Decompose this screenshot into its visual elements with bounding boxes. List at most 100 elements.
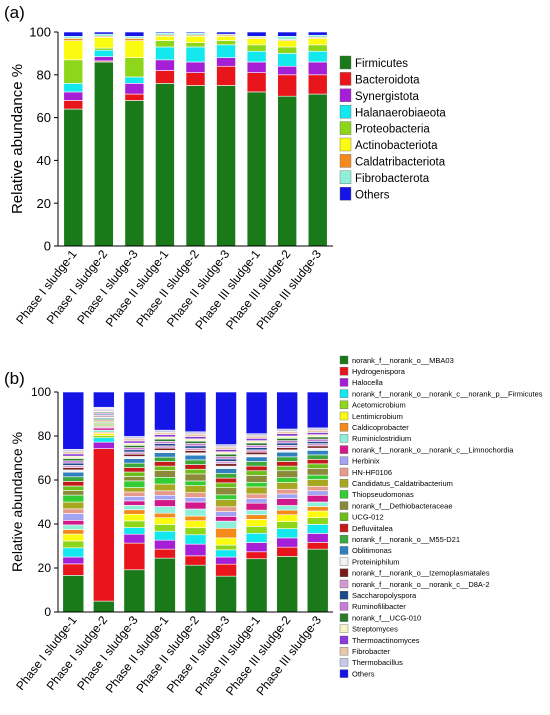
legend-label: Fibrobacterota	[355, 173, 430, 185]
bar-segment	[306, 427, 329, 431]
bar-segment	[245, 465, 268, 472]
legend-label: Ruminiclostridium	[352, 434, 411, 443]
bar-segment	[62, 556, 85, 565]
bar-segment	[276, 465, 298, 472]
legend-label: norank_f__norank_o__MBA03	[352, 356, 454, 365]
legend-label: norank_f__Dethiobacteraceae	[352, 501, 453, 510]
bar-segment	[215, 468, 237, 474]
bar-segment	[123, 453, 146, 457]
y-tick-label: 100	[31, 385, 51, 399]
bar-segment	[306, 450, 329, 456]
legend-label: norank_f__norank_o__norank_c__Limnochord…	[352, 445, 514, 454]
bar-segment	[184, 452, 207, 456]
bar-segment	[62, 467, 85, 471]
bar-stack	[306, 391, 329, 613]
bar-segment	[154, 506, 176, 514]
bar-segment	[94, 56, 114, 62]
legend-item: Thiopseudomonas	[339, 490, 414, 499]
bar-segment	[123, 440, 146, 444]
bar-segment	[184, 433, 207, 437]
bar-segment	[185, 42, 206, 48]
legend-item: Oblitimonas	[339, 546, 392, 555]
bar-segment	[245, 449, 268, 453]
bar-segment	[124, 31, 145, 37]
legend-label: Halocella	[352, 378, 384, 387]
bar-segment	[216, 57, 236, 67]
legend-item: norank_f__UCG-010	[339, 613, 421, 622]
legend-item: Synergistota	[339, 88, 420, 103]
bar-segment	[215, 446, 237, 450]
bar-segment	[215, 575, 237, 613]
legend-swatch	[339, 423, 349, 432]
bar-segment	[277, 40, 297, 48]
bar-segment	[124, 76, 145, 84]
bar-segment	[124, 100, 145, 247]
legend-label: Others	[352, 669, 375, 678]
legend-swatch	[339, 367, 349, 376]
bar-segment	[93, 437, 115, 443]
bar-stack	[123, 391, 146, 613]
bar-segment	[306, 494, 329, 503]
bar-segment	[123, 451, 146, 455]
legend-swatch	[339, 55, 352, 70]
bar-segment	[123, 505, 146, 511]
bar-segment	[246, 61, 267, 73]
bar-segment	[276, 493, 298, 499]
bar-segment	[306, 468, 329, 476]
legend-label: Defluviitalea	[352, 524, 394, 533]
bar-segment	[62, 465, 85, 468]
legend-label: Thermobacillus	[352, 658, 403, 667]
bar-segment	[246, 72, 267, 93]
bar-segment	[245, 502, 268, 511]
bar-segment	[276, 528, 298, 539]
legend-label: Synergistota	[355, 91, 420, 103]
bars	[62, 391, 329, 613]
bar-segment	[62, 529, 85, 535]
bar-segment	[155, 83, 175, 247]
bar-segment	[63, 35, 84, 39]
bar-segment	[123, 462, 146, 468]
legend-label: norank_f__norank_o__M55-D21	[352, 535, 460, 544]
bar-segment	[307, 93, 328, 247]
legend-swatch	[339, 647, 349, 656]
legend-swatch	[339, 411, 349, 421]
bar-segment	[306, 441, 329, 444]
bar-segment	[306, 479, 329, 487]
legend-item: Ruminofilibacter	[339, 602, 406, 611]
legend-label: Herbinix	[352, 457, 380, 466]
bar-segment	[154, 490, 176, 496]
legend-swatch	[339, 658, 349, 667]
legend-label: Lentimicrobium	[352, 412, 403, 421]
legend-swatch	[339, 523, 349, 533]
legend-label: Thermoactinomyces	[352, 636, 420, 645]
bar-segment	[154, 445, 176, 449]
bar-segment	[184, 468, 207, 475]
y-tick-label: 20	[38, 561, 52, 575]
bar-stack	[155, 31, 175, 247]
bar-segment	[62, 494, 85, 503]
y-tick-label: 60	[37, 110, 51, 125]
bar-segment	[124, 57, 145, 78]
bar-segment	[154, 432, 176, 435]
bar-segment	[245, 438, 268, 441]
legend-label: norank_f__UCG-010	[352, 613, 421, 622]
bar-segment	[277, 46, 297, 54]
bar-segment	[245, 519, 268, 527]
y-axis-title: Relative abundance %	[9, 64, 26, 214]
bar-segment	[184, 501, 207, 510]
bar-segment	[62, 462, 85, 466]
bar-segment	[246, 31, 267, 37]
bar-segment	[216, 65, 236, 86]
bar-segment	[215, 463, 237, 467]
bar-stack	[62, 391, 85, 613]
bar-segment	[307, 44, 328, 52]
bar-segment	[276, 556, 298, 613]
legend-swatch	[339, 602, 349, 611]
bar-segment	[62, 490, 85, 496]
bar-segment	[306, 490, 329, 496]
legend-label: Thiopseudomonas	[352, 490, 414, 499]
legend-item: Caldicoprobacter	[339, 423, 409, 432]
bar-segment	[245, 461, 268, 467]
legend-item: Lentimicrobium	[339, 411, 403, 421]
y-tick-label: 80	[38, 429, 52, 443]
